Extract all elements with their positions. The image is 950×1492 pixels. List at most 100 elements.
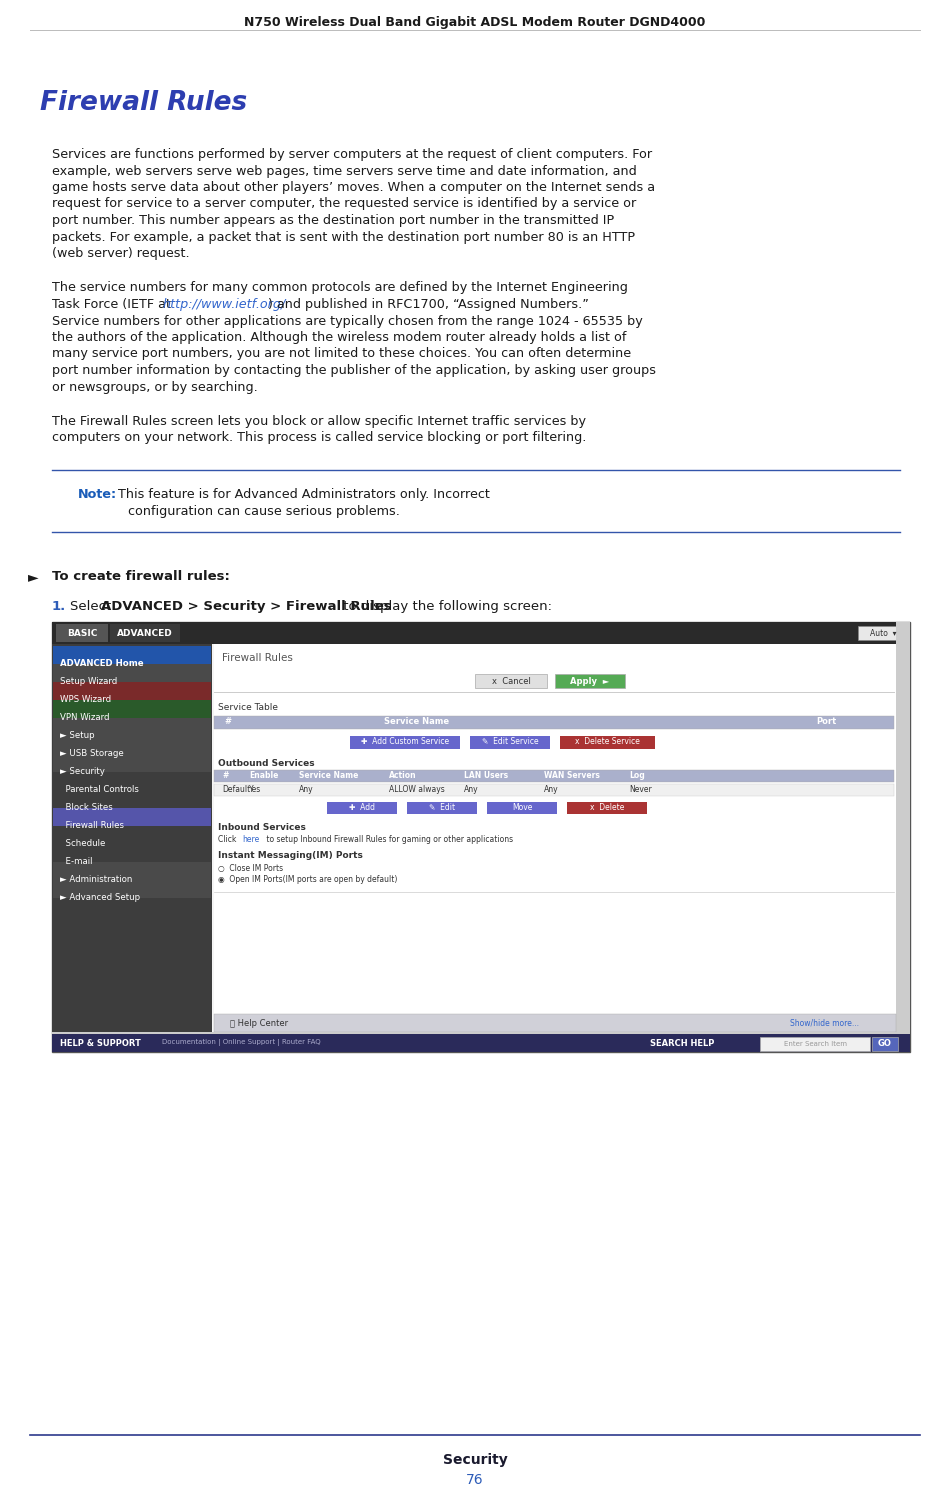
Text: VPN Wizard: VPN Wizard	[60, 713, 109, 722]
Text: (web server) request.: (web server) request.	[52, 248, 190, 260]
Text: ADVANCED Home: ADVANCED Home	[60, 658, 143, 667]
Text: Log: Log	[629, 771, 645, 780]
Text: http://www.ietf.org/: http://www.ietf.org/	[163, 298, 286, 310]
Bar	[53, 736, 211, 753]
Text: ► Administration: ► Administration	[60, 874, 132, 883]
Text: E-mail: E-mail	[60, 856, 92, 865]
Text: Services are functions performed by server computers at the request of client co: Services are functions performed by serv…	[52, 148, 652, 161]
Text: or newsgroups, or by searching.: or newsgroups, or by searching.	[52, 380, 257, 394]
Text: GO: GO	[878, 1040, 892, 1049]
Bar	[560, 736, 655, 749]
Text: ► Setup: ► Setup	[60, 731, 95, 740]
Text: #: #	[222, 771, 228, 780]
Text: request for service to a server computer, the requested service is identified by: request for service to a server computer…	[52, 197, 636, 210]
Bar	[53, 718, 211, 736]
Text: Any: Any	[544, 785, 559, 795]
Text: x  Cancel: x Cancel	[491, 676, 530, 685]
Text: This feature is for Advanced Administrators only. Incorrect: This feature is for Advanced Administrat…	[114, 488, 490, 501]
Text: port number. This number appears as the destination port number in the transmitt: port number. This number appears as the …	[52, 213, 615, 227]
Text: ✚  Add: ✚ Add	[349, 804, 375, 813]
Text: Inbound Services: Inbound Services	[218, 824, 306, 833]
Text: ) and published in RFC1700, “Assigned Numbers.”: ) and published in RFC1700, “Assigned Nu…	[268, 298, 589, 310]
Bar	[214, 783, 894, 797]
Bar	[872, 1037, 898, 1050]
Bar	[53, 809, 211, 827]
Bar	[760, 1037, 870, 1050]
Text: Service numbers for other applications are typically chosen from the range 1024 : Service numbers for other applications a…	[52, 315, 643, 328]
Text: ✎  Edit: ✎ Edit	[429, 804, 455, 813]
Text: ❔ Help Center: ❔ Help Center	[230, 1019, 288, 1028]
Text: N750 Wireless Dual Band Gigabit ADSL Modem Router DGND4000: N750 Wireless Dual Band Gigabit ADSL Mod…	[244, 16, 706, 28]
Bar	[858, 627, 908, 640]
Text: ► Security: ► Security	[60, 767, 104, 776]
Text: WAN Servers: WAN Servers	[544, 771, 599, 780]
Text: Apply  ►: Apply ►	[570, 676, 610, 685]
Bar	[214, 1015, 896, 1032]
Bar	[350, 736, 460, 749]
Text: Any: Any	[299, 785, 314, 795]
Text: Never: Never	[629, 785, 652, 795]
Bar	[52, 622, 910, 645]
Text: BASIC: BASIC	[66, 628, 97, 637]
Text: SEARCH HELP: SEARCH HELP	[650, 1038, 714, 1047]
Text: ◉  Open IM Ports(IM ports are open by default): ◉ Open IM Ports(IM ports are open by def…	[218, 876, 397, 885]
Text: Service Name: Service Name	[299, 771, 358, 780]
Text: Documentation | Online Support | Router FAQ: Documentation | Online Support | Router …	[162, 1040, 320, 1046]
Text: ►: ►	[28, 570, 39, 583]
Bar	[52, 1032, 896, 1040]
Text: x  Delete Service: x Delete Service	[575, 737, 639, 746]
Text: ► Advanced Setup: ► Advanced Setup	[60, 892, 141, 901]
Text: Move: Move	[512, 804, 532, 813]
Text: Yes: Yes	[249, 785, 261, 795]
Text: ALLOW always: ALLOW always	[389, 785, 445, 795]
Bar	[53, 664, 211, 682]
Bar	[53, 880, 211, 898]
Text: Click: Click	[218, 836, 238, 844]
Bar	[52, 645, 212, 1034]
Bar	[327, 803, 397, 815]
Bar	[110, 624, 180, 642]
Bar	[53, 827, 211, 844]
Text: Block Sites: Block Sites	[60, 803, 113, 812]
Text: Note:: Note:	[78, 488, 117, 501]
Bar	[53, 862, 211, 880]
Text: many service port numbers, you are not limited to these choices. You can often d: many service port numbers, you are not l…	[52, 348, 631, 361]
Text: Schedule: Schedule	[60, 839, 105, 847]
Text: Security: Security	[443, 1453, 507, 1467]
Text: Firewall Rules: Firewall Rules	[60, 821, 124, 830]
Text: LAN Users: LAN Users	[464, 771, 508, 780]
Bar	[470, 736, 550, 749]
Text: Parental Controls: Parental Controls	[60, 785, 139, 794]
Text: Auto  ▾: Auto ▾	[870, 628, 896, 637]
Text: game hosts serve data about other players’ moves. When a computer on the Interne: game hosts serve data about other player…	[52, 181, 655, 194]
Bar	[475, 674, 547, 688]
Text: Enter Search Item: Enter Search Item	[784, 1041, 846, 1047]
Text: the authors of the application. Although the wireless modem router already holds: the authors of the application. Although…	[52, 331, 626, 345]
Bar	[53, 753, 211, 771]
Text: here: here	[242, 836, 259, 844]
Bar	[53, 789, 211, 809]
Text: WPS Wizard: WPS Wizard	[60, 694, 111, 704]
Text: #: #	[224, 718, 231, 727]
Bar	[56, 624, 108, 642]
Text: Action: Action	[389, 771, 417, 780]
Bar	[407, 803, 477, 815]
Text: The Firewall Rules screen lets you block or allow specific Internet traffic serv: The Firewall Rules screen lets you block…	[52, 415, 586, 428]
Text: Outbound Services: Outbound Services	[218, 759, 314, 768]
Bar	[214, 770, 894, 782]
Text: Select: Select	[70, 600, 116, 613]
Bar	[53, 771, 211, 789]
Text: port number information by contacting the publisher of the application, by askin: port number information by contacting th…	[52, 364, 656, 377]
Bar	[53, 682, 211, 700]
Text: Task Force (IETF at: Task Force (IETF at	[52, 298, 175, 310]
Text: ADVANCED > Security > Firewall Rules: ADVANCED > Security > Firewall Rules	[101, 600, 391, 613]
Text: ✚  Add Custom Service: ✚ Add Custom Service	[361, 737, 449, 746]
Text: ► USB Storage: ► USB Storage	[60, 749, 124, 758]
Bar	[567, 803, 647, 815]
Bar	[52, 1034, 910, 1052]
Text: Instant Messaging(IM) Ports: Instant Messaging(IM) Ports	[218, 852, 363, 861]
Text: computers on your network. This process is called service blocking or port filte: computers on your network. This process …	[52, 431, 586, 445]
Bar	[214, 645, 896, 1034]
Text: Show/hide more...: Show/hide more...	[790, 1019, 859, 1028]
Bar	[214, 716, 894, 730]
